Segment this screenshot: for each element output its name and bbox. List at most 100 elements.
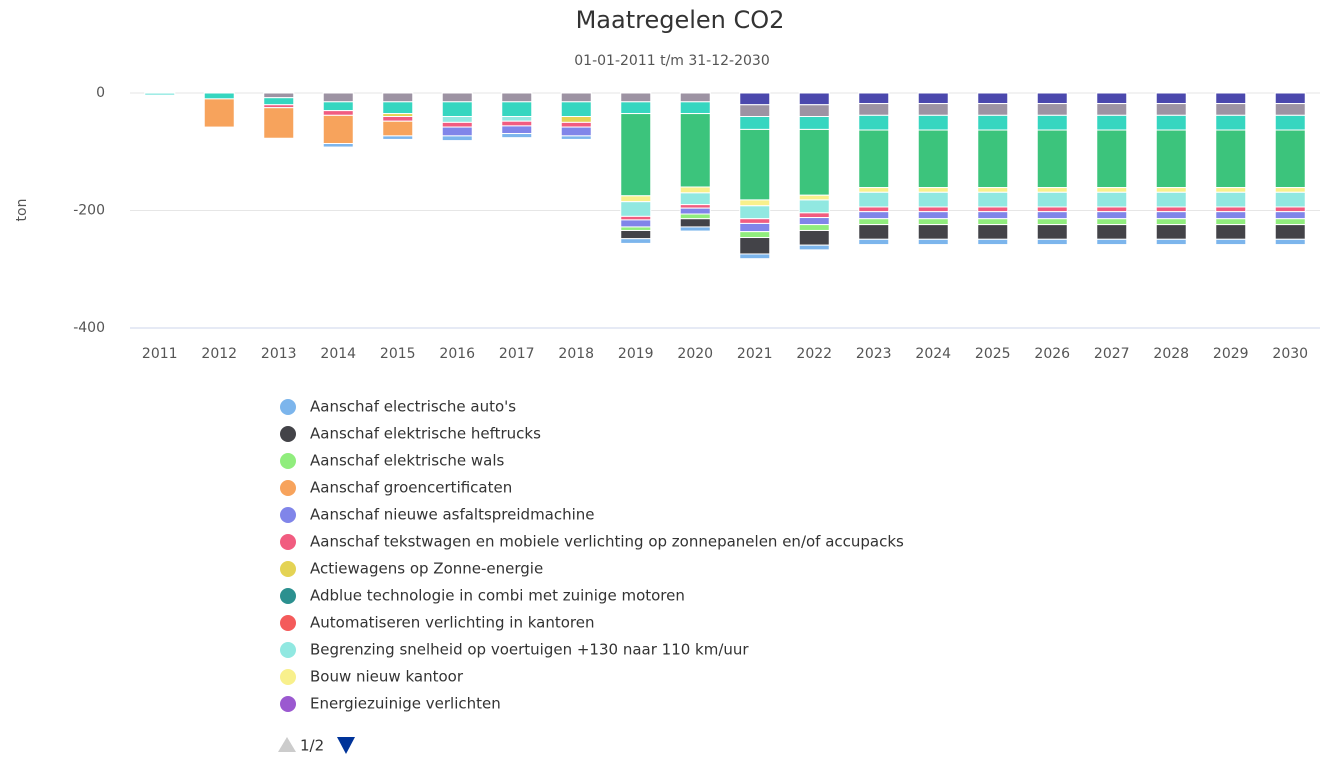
bar-segment bbox=[322, 114, 354, 145]
bar-segment bbox=[679, 204, 711, 209]
bar-segment bbox=[977, 211, 1009, 220]
bar-segment bbox=[977, 238, 1009, 246]
bar-segment bbox=[501, 92, 533, 103]
x-tick-label: 2019 bbox=[618, 346, 654, 362]
bar-segment bbox=[798, 224, 830, 231]
legend-marker bbox=[280, 426, 296, 442]
legend-label: Bouw nieuw kantoor bbox=[310, 668, 464, 686]
bar-segment bbox=[1215, 191, 1247, 208]
bar-segment bbox=[382, 116, 414, 122]
bar-segment bbox=[620, 201, 652, 217]
bar-segment bbox=[798, 128, 830, 196]
bar-segment bbox=[1096, 103, 1128, 116]
bar-segment bbox=[917, 103, 949, 116]
x-tick-label: 2020 bbox=[677, 346, 713, 362]
bar-segment bbox=[1155, 218, 1187, 226]
bar-segment bbox=[1215, 224, 1247, 240]
bar-segment bbox=[1155, 129, 1187, 189]
bar-segment bbox=[382, 92, 414, 103]
legend-next[interactable] bbox=[337, 737, 355, 754]
bar-segment bbox=[679, 92, 711, 103]
bar-segment bbox=[560, 126, 592, 137]
bar-segment bbox=[1155, 187, 1187, 193]
bar-segment bbox=[620, 238, 652, 244]
legend-marker bbox=[280, 561, 296, 577]
x-tick-label: 2023 bbox=[856, 346, 892, 362]
x-tick-label: 2014 bbox=[320, 346, 356, 362]
x-tick-label: 2013 bbox=[261, 346, 297, 362]
legend-marker bbox=[280, 534, 296, 550]
bar-segment bbox=[441, 121, 473, 128]
bar-segment bbox=[977, 218, 1009, 226]
bar-segment bbox=[263, 92, 295, 99]
bar-segment bbox=[620, 229, 652, 240]
bar-segment bbox=[1096, 129, 1128, 189]
bar-segment bbox=[739, 205, 771, 220]
bar-segment bbox=[322, 143, 354, 148]
bar-segment bbox=[441, 92, 473, 103]
bar-segment bbox=[798, 199, 830, 214]
bar-segment bbox=[322, 101, 354, 112]
x-tick-label: 2021 bbox=[737, 346, 773, 362]
legend-label: Aanschaf elektrische heftrucks bbox=[310, 425, 541, 443]
bar-segment bbox=[441, 101, 473, 117]
bar-segment bbox=[679, 218, 711, 228]
legend-marker bbox=[280, 642, 296, 658]
bar-segment bbox=[1155, 103, 1187, 116]
bar-segment bbox=[203, 92, 235, 100]
bar-segment bbox=[1036, 211, 1068, 220]
bar-segment bbox=[798, 104, 830, 117]
bar-segment bbox=[1274, 191, 1306, 208]
bar-segment bbox=[501, 101, 533, 117]
x-tick-label: 2018 bbox=[558, 346, 594, 362]
x-tick-label: 2022 bbox=[796, 346, 832, 362]
bar-segment bbox=[441, 135, 473, 142]
bar-segment bbox=[858, 114, 890, 131]
bar-segment bbox=[739, 237, 771, 255]
bar-segment bbox=[203, 98, 235, 128]
bar-segment bbox=[858, 224, 890, 240]
bar-segment bbox=[1036, 92, 1068, 105]
bar-segment bbox=[1036, 187, 1068, 193]
bar-segment bbox=[798, 244, 830, 251]
bar-segment bbox=[798, 92, 830, 106]
bar-segment bbox=[1155, 92, 1187, 105]
bar-segment bbox=[620, 92, 652, 103]
bar-segment bbox=[917, 191, 949, 208]
bar-segment bbox=[1215, 129, 1247, 189]
y-tick-label: -400 bbox=[73, 320, 105, 336]
x-tick-label: 2028 bbox=[1153, 346, 1189, 362]
bar-segment bbox=[917, 114, 949, 131]
bar-segment bbox=[1215, 114, 1247, 131]
chart-title: Maatregelen CO2 bbox=[576, 6, 785, 34]
bar-segment bbox=[798, 194, 830, 201]
bar-segment bbox=[620, 215, 652, 221]
bar-segment bbox=[1096, 92, 1128, 105]
bar-segment bbox=[560, 121, 592, 128]
bar-segment bbox=[1096, 238, 1128, 246]
bar-segment bbox=[1096, 211, 1128, 220]
bar-segment bbox=[322, 92, 354, 103]
legend-label: Adblue technologie in combi met zuinige … bbox=[310, 587, 685, 605]
bar-segment bbox=[1155, 238, 1187, 246]
bar-segment bbox=[858, 103, 890, 116]
legend-label: Aanschaf groencertificaten bbox=[310, 479, 512, 497]
bar-segment bbox=[917, 206, 949, 213]
bar-segment bbox=[858, 191, 890, 208]
legend-label: Actiewagens op Zonne-energie bbox=[310, 560, 543, 578]
legend-prev[interactable] bbox=[278, 737, 296, 752]
bar-segment bbox=[739, 199, 771, 207]
bar-segment bbox=[322, 110, 354, 116]
bar-segment bbox=[977, 187, 1009, 193]
legend-marker bbox=[280, 615, 296, 631]
bar-segment bbox=[1215, 218, 1247, 226]
legend-label: Aanschaf elektrische wals bbox=[310, 452, 504, 470]
bar-segment bbox=[1036, 224, 1068, 240]
bar-segment bbox=[977, 114, 1009, 131]
bar-segment bbox=[1215, 92, 1247, 105]
bar-segment bbox=[382, 101, 414, 115]
x-tick-label: 2027 bbox=[1094, 346, 1130, 362]
bar-segment bbox=[441, 116, 473, 123]
bar-segment bbox=[1036, 191, 1068, 208]
